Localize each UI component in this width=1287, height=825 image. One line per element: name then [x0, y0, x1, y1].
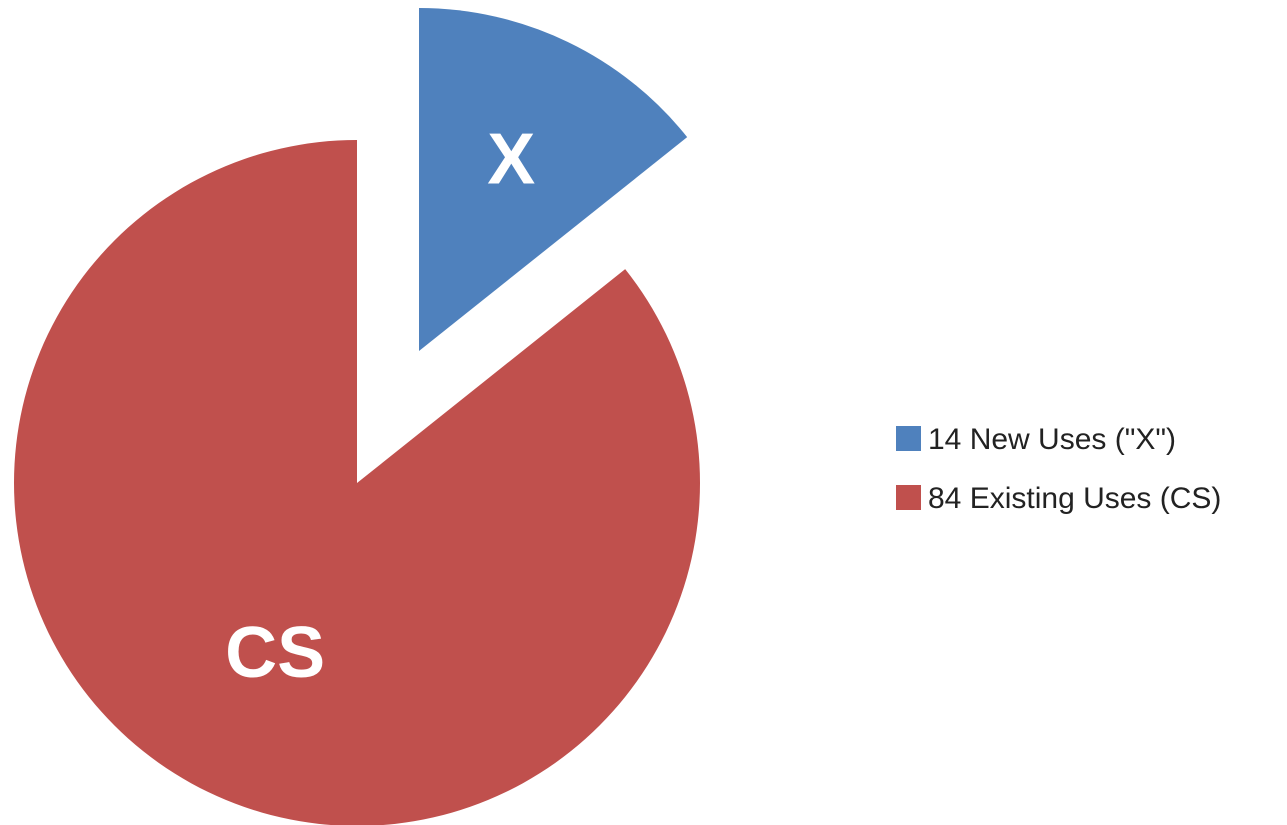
- legend-swatch-new-uses: [896, 426, 921, 451]
- legend-swatch-existing-uses: [896, 485, 921, 510]
- pie-slice-cs: [13, 140, 700, 825]
- slice-label-cs: CS: [225, 613, 325, 693]
- slice-label-x: X: [487, 119, 535, 199]
- pie-slice-x: [419, 8, 688, 351]
- legend-label-existing-uses: 84 Existing Uses (CS): [928, 482, 1221, 515]
- legend-label-new-uses: 14 New Uses ("X"): [928, 423, 1176, 456]
- legend: 14 New Uses ("X") 84 Existing Uses (CS): [896, 423, 1221, 515]
- pie-slices: X CS: [13, 8, 700, 825]
